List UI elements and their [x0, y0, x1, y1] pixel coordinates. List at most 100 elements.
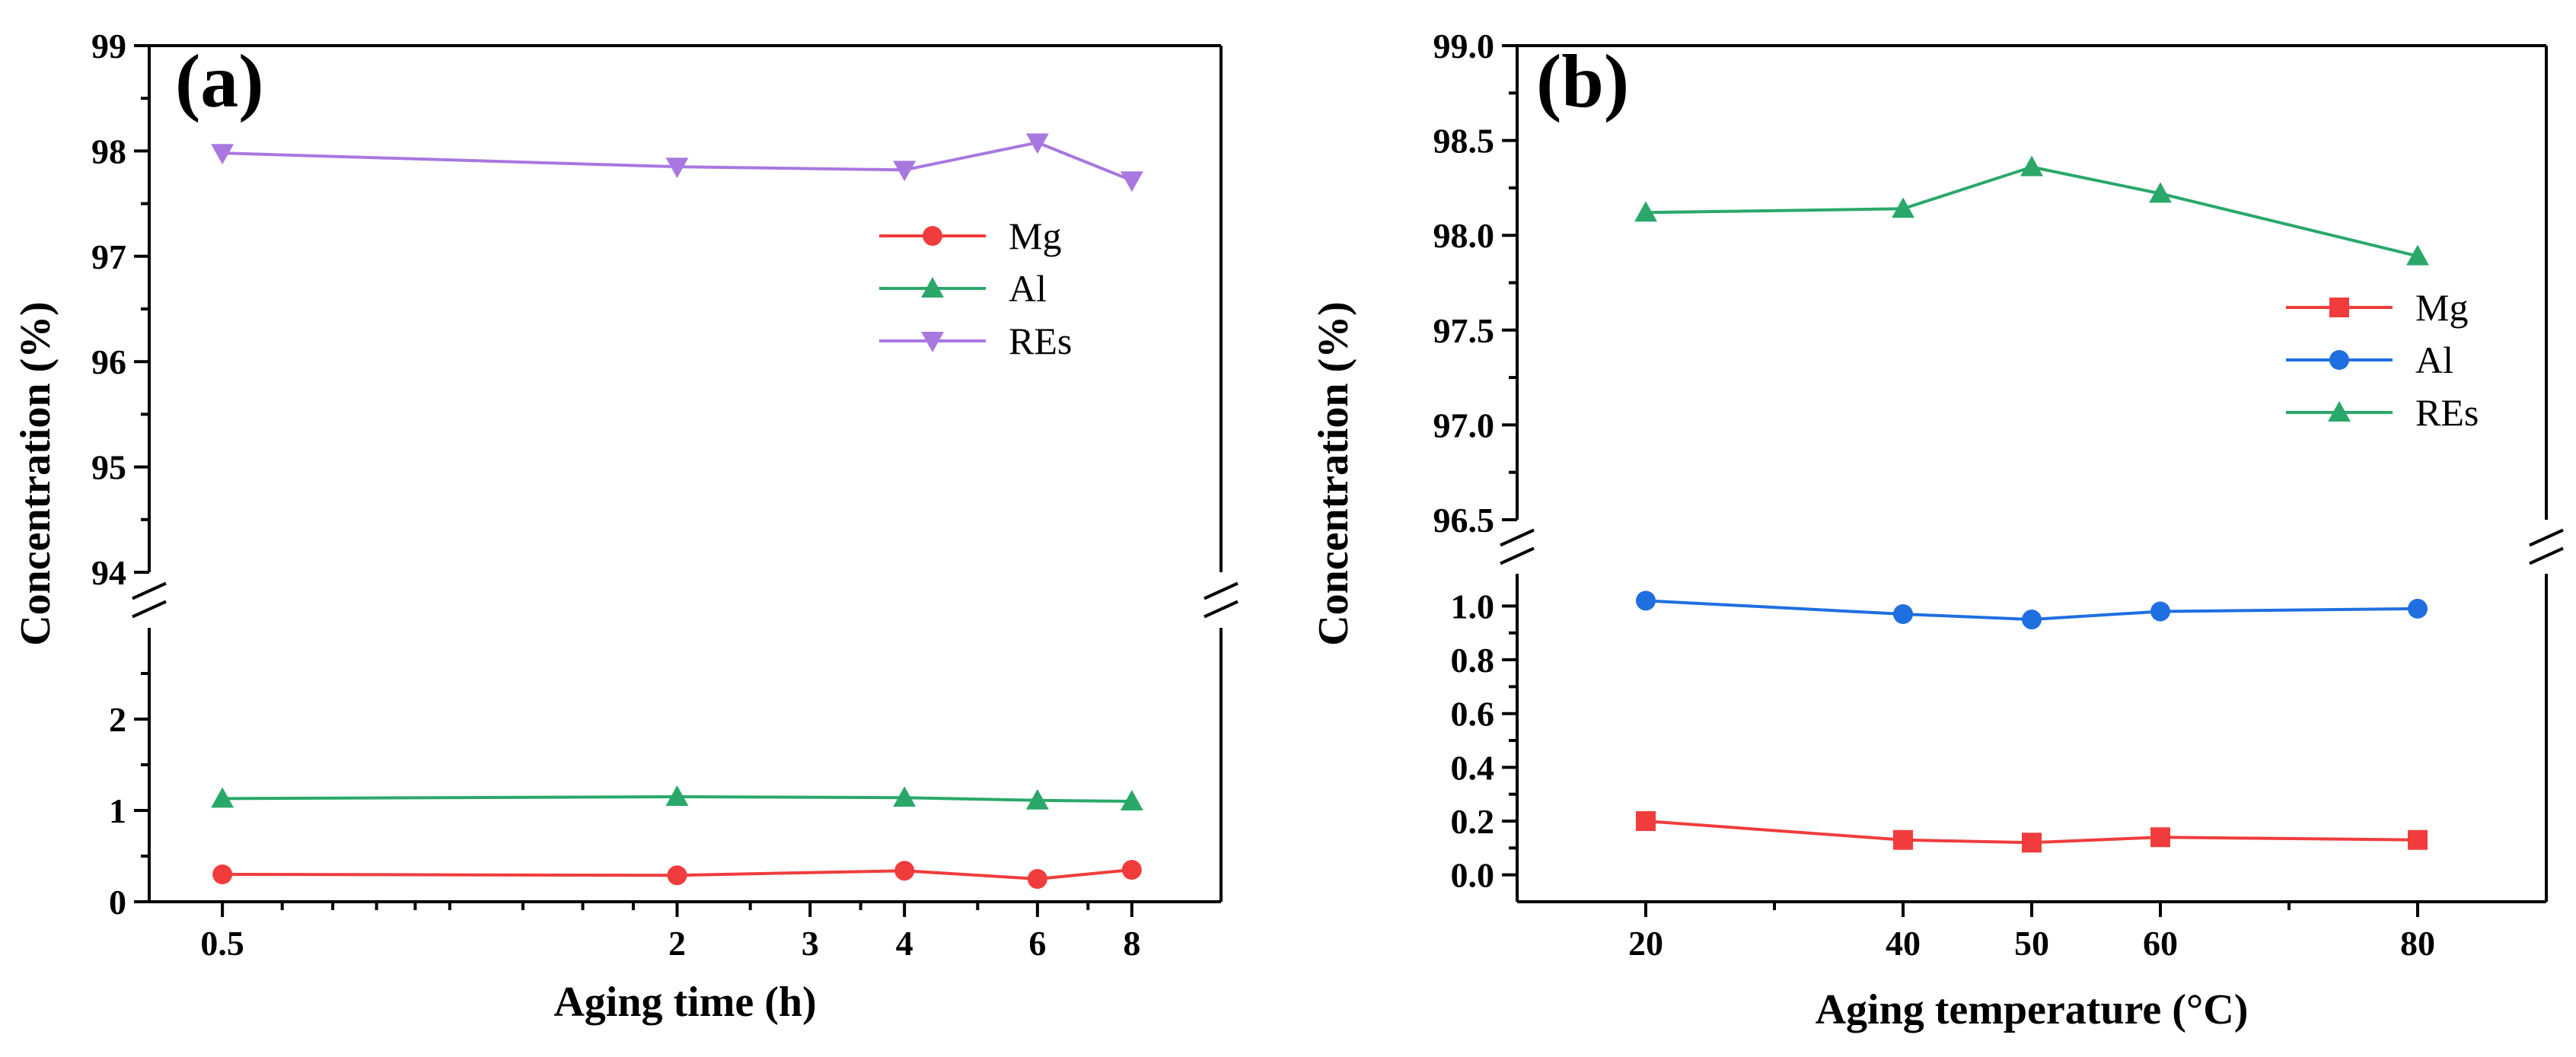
data-point-al	[2022, 610, 2042, 630]
panel-label: (b)	[1536, 39, 1629, 123]
y-tick-label: 0.2	[1451, 802, 1495, 841]
data-point-mg	[667, 865, 687, 886]
y-tick-label: 1.0	[1451, 587, 1495, 626]
y-axis-title: Concentration (%)	[1310, 301, 1357, 646]
x-tick-label: 2	[668, 924, 686, 963]
legend-item-al: Al	[879, 267, 1047, 310]
data-point-al	[893, 786, 917, 807]
data-point-mg	[2408, 829, 2428, 850]
axis-break-mark-right-1	[2529, 546, 2564, 565]
chart-panel-a: 0.5 2 3 4 6 8 94 95 96 97 98 99 0 1 2 Aging time (h) Con…	[12, 27, 1239, 1026]
legend-label: REs	[2415, 391, 2479, 434]
data-point-res	[1120, 171, 1143, 193]
data-point-res	[2149, 182, 2172, 203]
y-tick-label: 98	[91, 132, 126, 170]
data-point-res	[1025, 133, 1049, 154]
data-point-al	[1893, 603, 1913, 624]
axis-break-mark-left-1	[132, 600, 167, 619]
data-point-mg	[1027, 869, 1047, 889]
data-point-res	[2406, 244, 2429, 266]
data-point-mg	[2150, 827, 2170, 848]
x-tick-label: 40	[1886, 924, 1921, 963]
data-point-al	[1636, 591, 1656, 611]
x-tick-label: 50	[2014, 924, 2049, 963]
series-al	[1636, 591, 2428, 630]
legend-label: Al	[2415, 339, 2453, 381]
x-tick-label: 20	[1628, 924, 1663, 963]
data-point-res	[1892, 197, 1914, 218]
data-point-al	[1120, 790, 1143, 810]
data-point-res	[1634, 201, 1657, 222]
y-tick-label: 0.8	[1451, 641, 1495, 680]
axis-break-mark-left-0	[1500, 528, 1535, 547]
series-res	[211, 133, 1143, 193]
y-tick-label: 94	[91, 553, 126, 592]
axes	[132, 44, 1239, 917]
y-tick-label: 95	[91, 448, 126, 487]
y-tick-label: 0.0	[1451, 856, 1495, 895]
data-point-mg	[894, 861, 915, 881]
legend-marker	[921, 277, 944, 298]
data-point-mg	[1121, 860, 1142, 880]
y-tick-label: 98.5	[1433, 122, 1495, 161]
series-res	[1634, 155, 2429, 266]
panel-label: (a)	[175, 39, 264, 123]
axis-break-mark-left-0	[132, 581, 167, 600]
data-point-res	[893, 161, 917, 182]
data-point-res	[211, 144, 234, 165]
legend-marker	[923, 226, 942, 246]
data-point-al	[2408, 598, 2428, 619]
y-tick-label: 0.6	[1451, 695, 1495, 734]
legend-item-al: Al	[2286, 339, 2453, 381]
y-tick-label: 0.4	[1451, 748, 1495, 787]
series-mg	[212, 860, 1142, 889]
data-point-res	[2020, 155, 2043, 177]
y-tick-label: 99	[91, 27, 126, 65]
data-point-al	[211, 787, 234, 808]
x-axis-title: Aging temperature (°C)	[1816, 986, 2249, 1033]
legend-label: Al	[1009, 267, 1047, 310]
y-tick-label: 99.0	[1433, 27, 1495, 65]
x-tick-label: 4	[896, 924, 913, 963]
axis-break-mark-right-0	[2529, 528, 2564, 547]
series-al	[211, 785, 1143, 810]
y-tick-label: 97.0	[1433, 406, 1495, 444]
legend-label: REs	[1009, 320, 1072, 362]
y-tick-label: 97.5	[1433, 311, 1495, 350]
data-point-al	[665, 785, 689, 806]
data-point-al	[2150, 601, 2170, 622]
axes	[1500, 44, 2564, 917]
series-line-res	[1645, 165, 2418, 258]
x-tick-label: 80	[2400, 924, 2435, 963]
data-point-mg	[212, 864, 233, 884]
y-tick-label: 2	[109, 700, 126, 739]
data-point-mg	[1636, 811, 1656, 832]
legend-item-mg: Mg	[879, 215, 1061, 257]
x-tick-label: 0.5	[200, 924, 244, 963]
x-tick-label: 6	[1028, 924, 1046, 963]
x-axis-title: Aging time (h)	[553, 979, 816, 1026]
chart-panel-b: 20 40 50 60 80 96.5 97.0 97.5 98.0 98.5 99.0 0.0 0.2…	[1310, 27, 2564, 1033]
y-tick-label: 97	[91, 237, 126, 276]
data-point-res	[665, 158, 689, 179]
axis-break-mark-right-1	[1204, 600, 1239, 619]
x-tick-label: 8	[1123, 924, 1140, 963]
legend-marker	[2328, 401, 2351, 422]
x-tick-label: 3	[802, 924, 819, 963]
y-tick-label: 0	[109, 883, 126, 922]
data-point-mg	[1893, 829, 1913, 850]
legend-label: Mg	[1009, 215, 1061, 257]
data-point-mg	[2022, 833, 2042, 853]
legend-marker	[2329, 298, 2349, 317]
legend-item-res: REs	[2286, 391, 2479, 434]
legend-marker	[921, 332, 944, 352]
y-tick-label: 96	[91, 342, 126, 381]
legend-marker	[2329, 350, 2349, 370]
series-mg	[1636, 811, 2428, 853]
data-point-al	[1025, 788, 1049, 810]
axis-break-mark-left-1	[1500, 546, 1535, 565]
legend-item-mg: Mg	[2286, 286, 2468, 329]
legend-item-res: REs	[879, 320, 1072, 362]
y-axis-title: Concentration (%)	[12, 301, 59, 646]
